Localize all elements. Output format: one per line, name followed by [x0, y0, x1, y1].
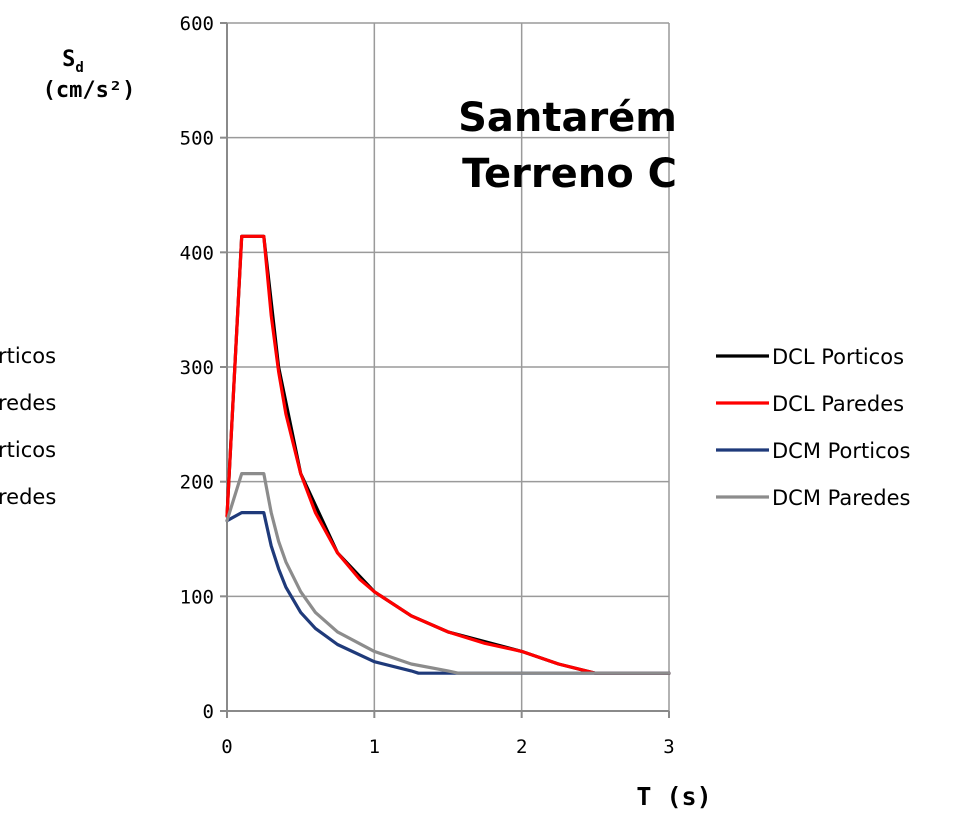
series-line-dcm-porticos — [225, 511, 671, 675]
x-tick-label-0: 0 — [221, 736, 232, 758]
left-legend-fragment-2: rticos — [0, 438, 56, 462]
series-line-dcl-porticos — [225, 234, 671, 675]
y-tick-label-200: 200 — [180, 472, 214, 494]
title-line-2: Terreno C — [462, 151, 677, 197]
legend-label-dcm-paredes: DCM Paredes — [772, 486, 911, 510]
y-tick-label-500: 500 — [180, 128, 214, 150]
x-axis-label: T (s) — [636, 782, 711, 811]
y-axis-unit: (cm/s²) — [43, 78, 136, 103]
legend: DCL Porticos DCL Paredes DCM Porticos DCM P… — [716, 345, 911, 510]
gridlines — [226, 22, 670, 712]
x-tick-label-3: 3 — [663, 736, 674, 758]
y-tick-label-300: 300 — [180, 357, 214, 379]
series-line-dcl-paredes — [225, 234, 671, 675]
left-legend-fragments: rticos redes rticos redes — [0, 344, 56, 509]
series-lines — [225, 234, 671, 675]
y-tick-label-0: 0 — [203, 701, 214, 723]
legend-label-dcl-porticos: DCL Porticos — [772, 345, 904, 369]
left-legend-fragment-3: redes — [0, 485, 56, 509]
y-tick-label-400: 400 — [180, 242, 214, 264]
chart-title: Santarém Terreno C — [458, 95, 677, 197]
left-legend-fragment-1: redes — [0, 391, 56, 415]
svg-text:Sd: Sd — [62, 47, 84, 76]
legend-label-dcl-paredes: DCL Paredes — [772, 392, 904, 416]
x-tick-label-2: 2 — [516, 736, 527, 758]
y-tick-label-100: 100 — [180, 586, 214, 608]
y-tick-label-600: 600 — [180, 13, 214, 35]
y-axis-label: Sd (cm/s²) — [43, 47, 136, 103]
left-legend-fragment-0: rticos — [0, 344, 56, 368]
x-tick-label-1: 1 — [369, 736, 380, 758]
series-line-dcm-paredes — [225, 472, 671, 675]
axes — [220, 22, 670, 718]
legend-label-dcm-porticos: DCM Porticos — [772, 439, 910, 463]
title-line-1: Santarém — [458, 95, 677, 141]
tick-labels: 0 100 200 300 400 500 600 0 1 2 3 — [180, 13, 675, 758]
